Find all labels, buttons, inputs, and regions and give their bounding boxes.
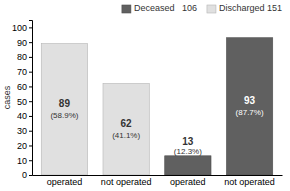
y-tick: 0 — [22, 170, 32, 180]
y-axis-line — [29, 21, 33, 176]
data-label: 62 — [121, 118, 133, 129]
y-tick: 60 — [17, 82, 32, 92]
chart: operated not operated operated not operated… — [0, 0, 290, 191]
share-label: (12.3%) — [174, 147, 202, 156]
y-tick: 80 — [17, 52, 32, 62]
y-tick-mark — [29, 116, 32, 117]
data-label: 93 — [244, 95, 256, 106]
x-axis-line — [33, 175, 283, 176]
legend-label: Discharged 151 — [219, 3, 282, 13]
legend-swatch — [207, 5, 216, 13]
share-label: (87.7%) — [236, 108, 264, 117]
y-tick: 100 — [12, 23, 32, 33]
y-tick: 10 — [17, 156, 32, 166]
y-tick-label: 80 — [17, 52, 27, 62]
y-tick-label: 60 — [17, 82, 27, 92]
y-tick: 30 — [17, 126, 32, 136]
y-tick-mark — [29, 175, 32, 176]
legend: Deceased 106 Discharged 151 — [122, 3, 282, 13]
share-label: (41.1%) — [112, 131, 140, 140]
y-tick-mark — [29, 131, 32, 132]
share-label: (58.9%) — [50, 111, 78, 120]
y-axis-title: cases — [2, 85, 12, 109]
legend-item: Deceased 106 — [122, 3, 197, 13]
x-tick: not operated — [224, 175, 275, 187]
x-tick-label: not operated — [224, 177, 275, 187]
y-tick-label: 90 — [17, 38, 27, 48]
y-tick: 90 — [17, 38, 32, 48]
data-label: 89 — [59, 98, 71, 109]
y-tick-mark — [29, 42, 32, 43]
y-tick: 70 — [17, 67, 32, 77]
y-tick: 20 — [17, 141, 32, 151]
y-tick-mark — [29, 86, 32, 87]
x-tick: operated — [170, 175, 206, 187]
x-axis: operated not operated operated not operated — [33, 175, 283, 187]
y-tick-mark — [29, 145, 32, 146]
y-axis: 0 10 20 30 40 50 60 70 80 90 100 — [12, 21, 33, 181]
legend-swatch — [122, 5, 131, 13]
y-tick-mark — [29, 160, 32, 161]
y-tick: 40 — [17, 111, 32, 121]
legend-item: Discharged 151 — [207, 3, 282, 13]
y-tick-mark — [29, 27, 32, 28]
x-tick: operated — [47, 175, 83, 187]
y-tick-label: 100 — [12, 23, 27, 33]
y-tick-mark — [29, 72, 32, 73]
bar — [226, 38, 272, 175]
data-label: 13 — [182, 136, 194, 147]
data-labels: 13(12.3%) 93 (87.7%) 89 (58.9%) 62 (41.1%) — [50, 95, 264, 156]
x-tick-label: not operated — [101, 177, 152, 187]
x-tick-label: operated — [170, 177, 206, 187]
y-tick-mark — [29, 101, 32, 102]
y-tick-label: 50 — [17, 97, 27, 107]
bar — [165, 156, 211, 175]
bar — [103, 83, 149, 175]
y-tick-label: 70 — [17, 67, 27, 77]
y-tick-label: 40 — [17, 111, 27, 121]
x-tick-label: operated — [47, 177, 83, 187]
legend-label: Deceased 106 — [134, 3, 197, 13]
y-tick-mark — [29, 57, 32, 58]
bars — [41, 38, 272, 175]
y-tick-label: 20 — [17, 141, 27, 151]
x-tick: not operated — [101, 175, 152, 187]
y-tick-label: 30 — [17, 126, 27, 136]
y-tick-label: 10 — [17, 156, 27, 166]
y-tick-label: 0 — [22, 170, 27, 180]
y-tick: 50 — [17, 97, 32, 107]
bar — [41, 44, 87, 175]
